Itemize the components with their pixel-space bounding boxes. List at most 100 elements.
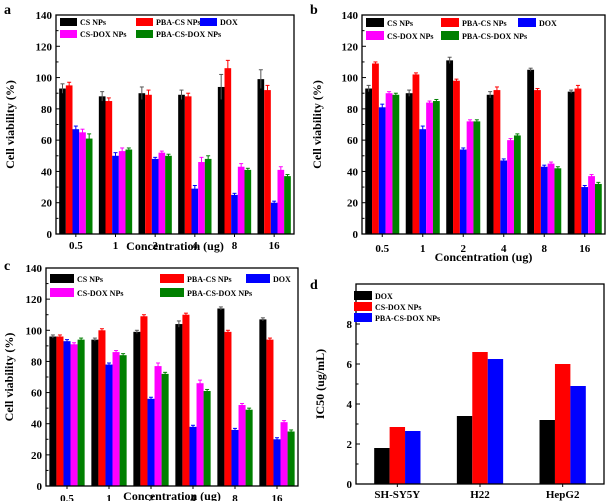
x-tick-label: 8 — [232, 493, 238, 501]
bar — [567, 91, 575, 235]
legend-swatch — [366, 31, 384, 40]
x-tick-label: 0.5 — [375, 243, 389, 255]
y-tick-label: 6 — [347, 359, 353, 371]
bar — [264, 90, 271, 234]
bar — [70, 344, 78, 486]
bar — [204, 158, 212, 234]
y-axis-title: Cell viability (%) — [2, 333, 16, 422]
bar — [588, 176, 595, 234]
bar — [158, 152, 166, 234]
y-axis-title: Cell viability (%) — [310, 80, 324, 169]
bar — [118, 151, 126, 234]
x-tick-label: 4 — [192, 240, 198, 252]
x-tick-label: 16 — [579, 243, 591, 255]
y-tick-label: 100 — [26, 325, 43, 337]
bar — [456, 416, 473, 484]
bar — [392, 94, 400, 235]
bar — [112, 352, 120, 486]
bar — [412, 74, 420, 234]
bar — [165, 155, 172, 234]
y-tick-label: 60 — [31, 388, 43, 400]
bar — [539, 420, 555, 484]
bar — [385, 93, 393, 234]
bar — [273, 439, 281, 486]
bar — [77, 339, 85, 486]
bar — [574, 88, 582, 235]
legend-label: CS NPs — [387, 19, 413, 28]
bar — [98, 96, 106, 234]
bar — [217, 308, 225, 486]
bar — [85, 138, 93, 234]
legend-swatch — [50, 288, 74, 297]
bar — [570, 386, 586, 484]
y-tick-label: 80 — [41, 104, 53, 116]
bar — [432, 101, 440, 235]
x-tick-label: 16 — [272, 493, 284, 501]
y-tick-label: 0 — [347, 479, 353, 491]
legend: CS NPs PBA-CS NPs DOX CS-DOX NPs PBA-CS-DOX … — [60, 18, 238, 39]
x-tick-label: 0.5 — [60, 493, 74, 501]
bar — [138, 93, 146, 234]
panel-letter: b — [310, 3, 318, 18]
bar — [594, 183, 602, 234]
bar — [224, 68, 232, 234]
legend: CS NPs PBA-CS NPs DOX CS-DOX NPs PBA-CS-DOX … — [50, 274, 291, 298]
legend-label: CS-DOX NPs — [387, 32, 433, 41]
legend-swatch — [136, 18, 153, 26]
x-tick-label: 2 — [148, 493, 154, 501]
legend-label: PBA-CS-DOX NPs — [462, 32, 527, 41]
x-tick-label: 16 — [269, 240, 281, 252]
bar — [119, 355, 127, 486]
panel-a: a 0 20 40 60 80 100 120 140 0.5 1 2 4 8 16 Cell viabili… — [3, 3, 295, 253]
legend-label: CS-DOX NPs — [77, 289, 123, 298]
panel-c: c 0 20 40 60 80 100 120 140 0.5 1 2 4 8 16 Cell viabili… — [2, 259, 299, 501]
bar — [191, 188, 199, 234]
y-tick-label: 80 — [347, 104, 359, 116]
bar — [500, 160, 508, 234]
bar — [259, 319, 267, 486]
legend-swatch — [518, 18, 536, 27]
x-tick-label: 2 — [152, 240, 158, 252]
bar — [405, 431, 421, 484]
bar — [446, 60, 454, 234]
bar — [178, 94, 185, 235]
y-tick-label: 120 — [26, 294, 43, 306]
bar — [184, 96, 192, 234]
x-tick-label: HepG2 — [546, 489, 580, 501]
panel-b: b 0 20 40 60 80 100 120 140 0.5 1 2 4 8 16 Cell viabili… — [310, 3, 606, 264]
legend-swatch — [354, 302, 372, 311]
bar — [270, 202, 278, 234]
bar — [189, 426, 197, 486]
bar — [154, 366, 162, 486]
bar — [257, 79, 265, 234]
legend: DOX CS-DOX NPs PBA-CS-DOX NPs — [354, 291, 440, 323]
bar — [217, 86, 225, 234]
bar — [473, 121, 481, 234]
bar — [426, 102, 433, 234]
bar — [372, 63, 379, 234]
y-tick-label: 0 — [47, 229, 53, 241]
x-tick-label: 0.5 — [69, 240, 83, 252]
legend-swatch — [160, 274, 184, 283]
legend-label: PBA-CS-DOX NPs — [156, 30, 221, 39]
y-tick-label: 40 — [31, 419, 43, 431]
x-tick-label: 4 — [501, 243, 507, 255]
y-tick-label: 120 — [342, 41, 359, 53]
y-tick-label: 40 — [347, 166, 359, 178]
bar — [277, 169, 285, 234]
bar — [59, 88, 66, 235]
bar — [105, 364, 113, 486]
y-tick-label: 0 — [37, 481, 43, 493]
bar — [547, 163, 555, 234]
y-tick-label: 20 — [41, 198, 53, 210]
legend-label: PBA-CS-DOX NPs — [375, 314, 440, 323]
bar — [147, 398, 155, 486]
bar — [419, 129, 427, 234]
legend-swatch — [200, 18, 217, 26]
bar — [287, 431, 295, 486]
bar — [245, 409, 253, 486]
legend-swatch — [354, 313, 372, 322]
bar — [266, 339, 274, 486]
x-tick-label: 1 — [420, 243, 426, 255]
legend-label: PBA-CS-DOX NPs — [187, 289, 252, 298]
